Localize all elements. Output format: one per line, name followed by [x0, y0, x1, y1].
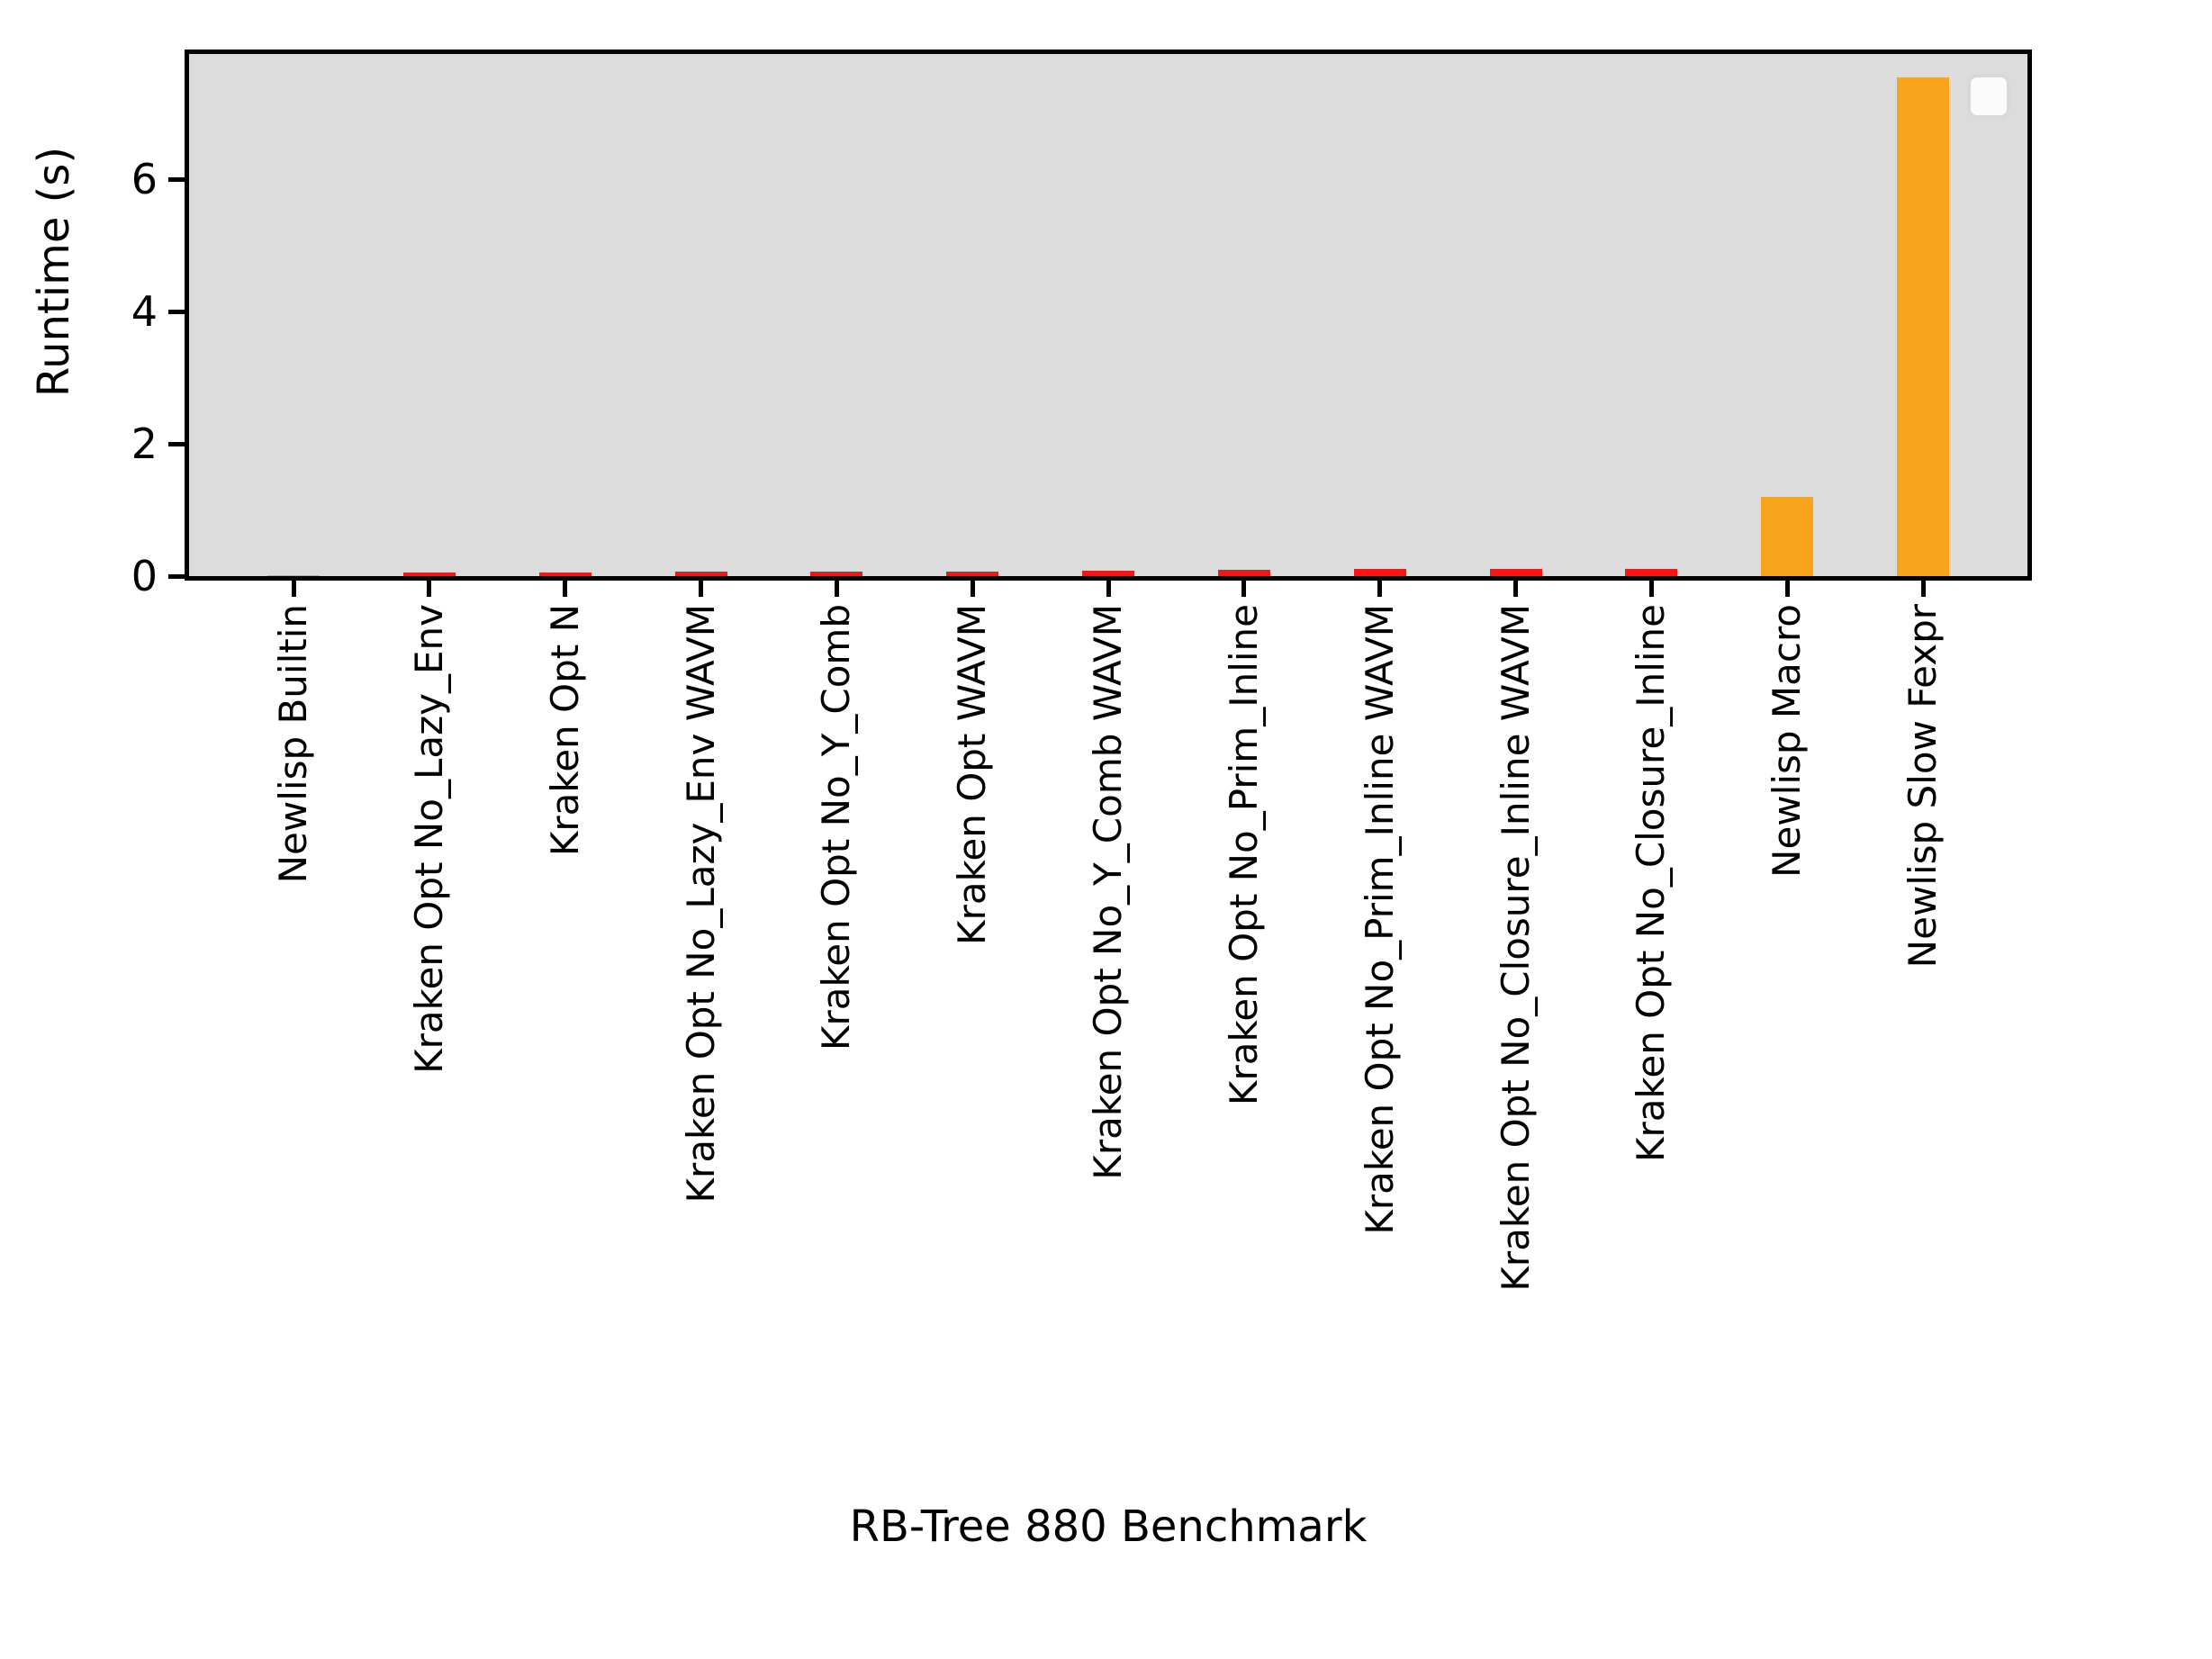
x-tick-6: [1106, 581, 1111, 597]
bar-4: [810, 572, 863, 576]
bar-12: [1897, 77, 1949, 576]
x-tick-9: [1513, 581, 1518, 597]
x-tick-2: [563, 581, 568, 597]
x-tick-label-1: Kraken Opt No_Lazy_Env: [406, 604, 451, 1074]
bar-1: [402, 573, 456, 576]
x-tick-8: [1377, 581, 1383, 597]
x-tick-10: [1648, 581, 1654, 597]
plot-inner: [189, 54, 2027, 576]
x-tick-5: [970, 581, 975, 597]
x-tick-label-10: Kraken Opt No_Closure_Inline: [1629, 604, 1674, 1163]
y-tick-1: [168, 441, 185, 446]
x-tick-label-6: Kraken Opt No_Y_Comb WAVM: [1086, 604, 1130, 1180]
bar-5: [946, 572, 999, 576]
y-tick-3: [168, 176, 185, 182]
y-tick-0: [168, 573, 185, 579]
bar-9: [1489, 569, 1542, 576]
x-tick-11: [1784, 581, 1790, 597]
x-tick-label-5: Kraken Opt WAVM: [950, 604, 995, 945]
x-tick-label-8: Kraken Opt No_Prim_Inline WAVM: [1357, 604, 1402, 1235]
bar-3: [674, 572, 727, 576]
x-tick-0: [291, 581, 296, 597]
x-tick-1: [427, 581, 432, 597]
bar-0: [267, 575, 320, 576]
bar-6: [1082, 571, 1134, 576]
x-tick-7: [1241, 581, 1247, 597]
legend-box: [1967, 74, 2010, 119]
y-tick-label-3: 6: [131, 155, 158, 204]
y-tick-label-0: 0: [131, 552, 158, 600]
x-tick-label-12: Newlisp Slow Fexpr: [1901, 604, 1945, 969]
x-tick-label-4: Kraken Opt No_Y_Comb: [814, 604, 859, 1051]
x-tick-label-9: Kraken Opt No_Closure_Inline WAVM: [1493, 604, 1538, 1292]
x-tick-3: [699, 581, 703, 597]
x-tick-12: [1920, 581, 1926, 597]
y-axis-label: Runtime (s): [29, 146, 79, 398]
bar-11: [1761, 497, 1814, 576]
x-tick-4: [834, 581, 839, 597]
x-tick-label-11: Newlisp Macro: [1765, 604, 1810, 878]
x-tick-label-2: Kraken Opt N: [542, 604, 587, 857]
bar-7: [1217, 570, 1270, 576]
x-tick-label-0: Newlisp Builtin: [271, 604, 315, 884]
bar-10: [1625, 569, 1678, 576]
y-tick-label-1: 2: [131, 419, 158, 469]
x-axis-label: RB-Tree 880 Benchmark: [849, 1501, 1368, 1552]
x-tick-label-3: Kraken Opt No_Lazy_Env WAVM: [678, 604, 723, 1204]
plot-area: [185, 50, 2032, 581]
bar-2: [538, 573, 591, 576]
y-tick-label-2: 4: [131, 287, 158, 337]
bar-8: [1353, 569, 1406, 576]
x-tick-label-7: Kraken Opt No_Prim_Inline: [1221, 604, 1266, 1106]
y-tick-2: [168, 309, 185, 314]
